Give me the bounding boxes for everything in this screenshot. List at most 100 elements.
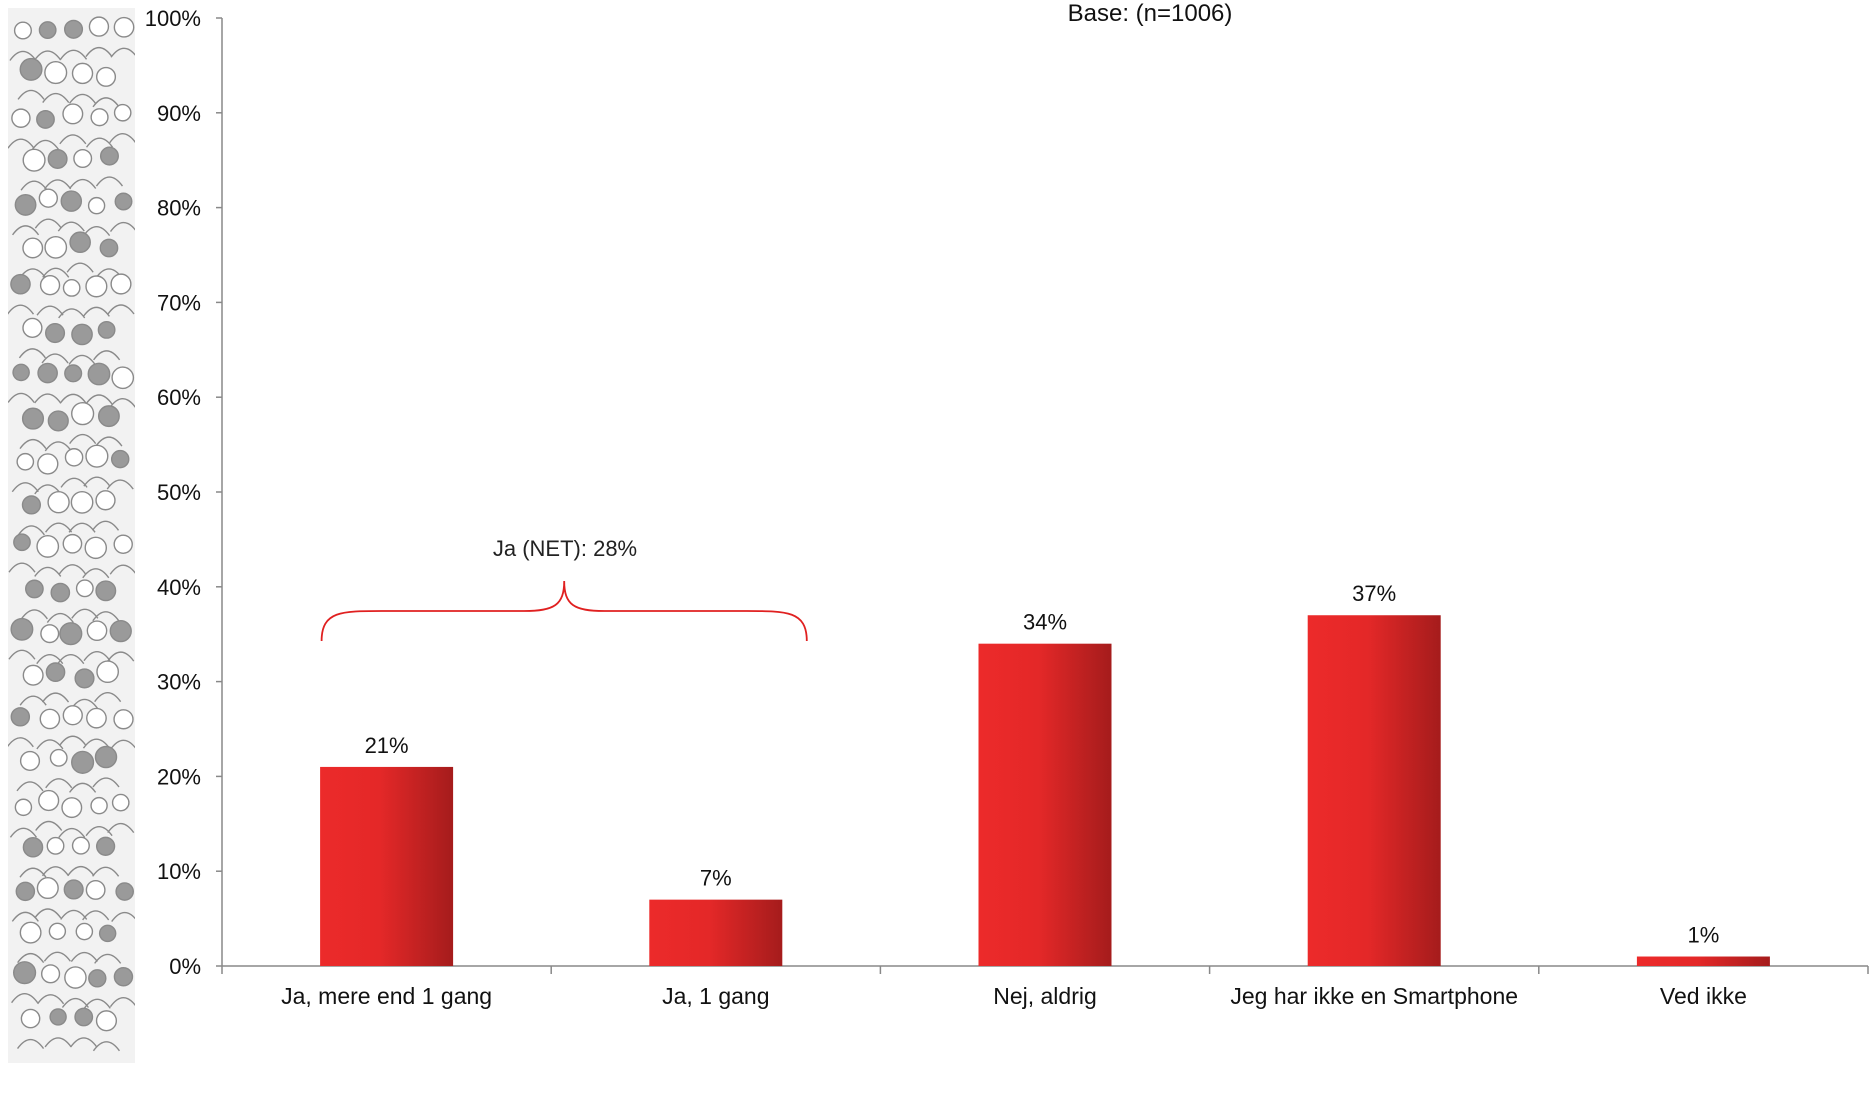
crowd-head — [111, 366, 135, 390]
crowd-head — [39, 274, 61, 296]
crowd-head — [113, 103, 132, 122]
crowd-shoulders — [109, 997, 135, 1008]
category-label: Nej, aldrig — [993, 983, 1097, 1009]
crowd-head — [87, 362, 111, 386]
crowd-shoulders — [107, 304, 135, 315]
crowd-head — [37, 453, 59, 475]
crowd-head — [49, 748, 68, 767]
crowd-shoulders — [69, 178, 97, 189]
crowd-shoulders — [44, 1037, 72, 1048]
crowd-shoulders — [109, 221, 135, 232]
crowd-shoulders — [46, 612, 74, 623]
crowd-head — [90, 108, 109, 127]
crowd-shoulders — [92, 97, 120, 108]
y-axis: 0% 10% 20% 30% 40% 50% 60% 70% 80% 90% 100% — [145, 6, 223, 979]
crowd-head — [60, 190, 83, 212]
crowd-shoulders — [110, 47, 135, 58]
crowd-shoulders — [34, 566, 62, 577]
bar — [320, 766, 454, 966]
crowd-head — [22, 664, 44, 686]
crowd-head — [71, 836, 90, 855]
base-label: Base: (n=1006) — [1067, 0, 1233, 27]
crowd-shoulders — [83, 998, 111, 1009]
crowd-shoulders — [109, 739, 135, 750]
crowd-shoulders — [37, 994, 65, 1005]
crowd-shoulders — [9, 50, 37, 61]
bar-value-label: 1% — [1688, 923, 1720, 948]
y-tick-label: 70% — [157, 290, 201, 315]
crowd-head — [111, 793, 130, 812]
crowd-shoulders — [92, 611, 120, 622]
crowd-shoulders — [69, 782, 97, 793]
crowd-shoulders — [59, 134, 87, 145]
crowd-head — [64, 364, 83, 383]
crowd-shoulders — [92, 777, 120, 788]
crowd-shoulders — [44, 179, 72, 190]
crowd-head — [63, 19, 84, 39]
crowd-shoulders — [58, 308, 86, 319]
crowd-head — [19, 921, 42, 944]
crowd-shoulders — [70, 1037, 98, 1048]
crowd-shoulders — [36, 305, 64, 316]
crowd-head — [62, 279, 81, 297]
crowd-head — [20, 1008, 41, 1029]
crowd-head — [115, 882, 134, 901]
crowd-head — [96, 660, 120, 684]
crowd-head — [13, 533, 31, 552]
crowd-shoulders — [95, 176, 124, 187]
crowd-shoulders — [82, 738, 111, 749]
crowd-shoulders — [41, 692, 70, 703]
crowd-shoulders — [8, 392, 35, 403]
crowd-head — [86, 620, 108, 642]
crowd-head — [22, 836, 44, 858]
y-tick-label: 40% — [157, 575, 201, 600]
bars: 21% 7% 34% 37% 1% — [320, 581, 1770, 966]
crowd-head — [70, 490, 94, 514]
bar-value-label: 7% — [700, 866, 732, 891]
crowd-shoulders — [93, 350, 121, 361]
crowd-shoulders — [45, 778, 73, 789]
crowd-head — [97, 405, 120, 428]
crowd-shoulders — [68, 93, 97, 104]
crowd-shoulders — [18, 348, 46, 359]
crowd-head — [113, 709, 134, 730]
crowd-shoulders — [42, 267, 70, 278]
crowd-shoulders — [8, 562, 36, 573]
crowd-head — [62, 705, 83, 726]
crowd-head — [110, 449, 130, 469]
crowd-head — [19, 57, 43, 81]
crowd-head — [48, 922, 67, 940]
crowd-shoulders — [71, 608, 99, 619]
crowd-head — [99, 238, 119, 258]
crowd-shoulders — [16, 1038, 45, 1049]
crowd-shoulders — [19, 695, 47, 706]
crowd-shoulders — [44, 441, 72, 452]
bar-value-label: 34% — [1023, 610, 1067, 635]
net-bracket — [320, 580, 808, 642]
crowd-head — [22, 317, 43, 339]
crowd-head — [64, 966, 87, 989]
crowd-shoulders — [31, 139, 60, 150]
crowd-head — [49, 1008, 67, 1026]
crowd-shoulders — [41, 866, 70, 877]
crowd-head — [62, 103, 84, 125]
crowd-head — [44, 235, 68, 259]
crowd-head — [71, 401, 95, 426]
crowd-shoulders — [17, 525, 45, 536]
crowd-shoulders — [11, 992, 39, 1004]
crowd-head — [11, 108, 31, 128]
crowd-head — [36, 535, 60, 558]
crowd-shoulders — [107, 822, 135, 834]
crowd-head — [47, 490, 70, 514]
crowd-head — [47, 148, 68, 169]
y-tick-label: 50% — [157, 480, 201, 505]
bar-value-label: 37% — [1352, 581, 1396, 606]
crowd-head — [16, 452, 35, 471]
crowd-shoulders — [59, 393, 87, 404]
crowd-head — [10, 617, 34, 641]
crowd-head — [88, 969, 107, 988]
crowd-head — [98, 924, 117, 943]
crowd-shoulders — [70, 951, 98, 962]
crowd-shoulders — [92, 1041, 121, 1052]
crowd-shoulders — [59, 735, 87, 746]
